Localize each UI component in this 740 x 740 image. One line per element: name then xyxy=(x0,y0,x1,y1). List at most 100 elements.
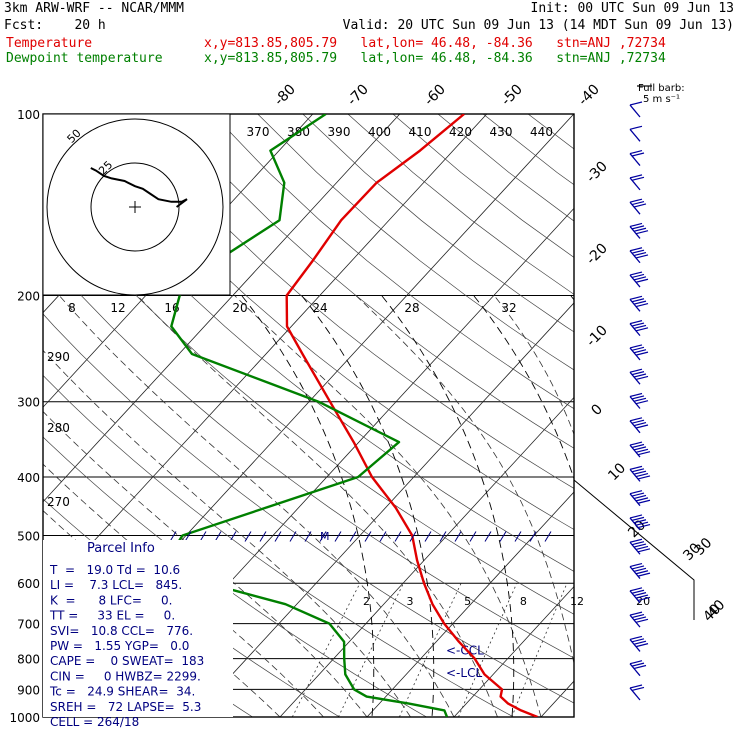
barb-flag xyxy=(633,397,647,402)
speed-arc xyxy=(662,296,740,717)
barb-flag xyxy=(629,587,643,592)
init-time: Init: 00 UTC Sun 09 Jun 13 xyxy=(530,1,735,16)
corner-line xyxy=(573,479,695,620)
barb-flag xyxy=(637,523,651,529)
barb-flag xyxy=(629,562,643,568)
level-wind-tick xyxy=(349,531,357,542)
barb-flag xyxy=(633,203,647,208)
isotherm-line xyxy=(43,114,401,503)
wind-barb xyxy=(629,538,651,555)
barb-flag xyxy=(637,548,651,553)
isotherm-line xyxy=(540,680,574,717)
barb-flag xyxy=(629,222,643,228)
level-wind-tick xyxy=(529,531,537,542)
barb-flag xyxy=(633,276,647,281)
barb-flag xyxy=(629,392,643,398)
moist-adiabat-line xyxy=(715,296,723,718)
level-wind-tick xyxy=(319,531,327,542)
wind-barb xyxy=(629,417,649,434)
parcel-info-row: T = 19.0 Td = 10.6 xyxy=(49,563,180,577)
barb-flag xyxy=(631,443,645,449)
barb-flag xyxy=(633,422,647,427)
barb-flag xyxy=(637,572,651,577)
barb-flag xyxy=(629,684,643,689)
parcel-info-title: Parcel Info xyxy=(87,541,155,556)
speed-arc xyxy=(381,295,515,717)
moist-adiabat-line xyxy=(58,295,455,717)
wind-barb xyxy=(629,635,649,652)
dry-adiabat-line xyxy=(437,114,574,222)
barb-flag xyxy=(633,251,647,257)
moist-adiabat-line xyxy=(234,295,542,717)
level-wind-tick xyxy=(379,531,387,542)
barb-flag xyxy=(629,320,643,325)
barb-flag xyxy=(633,664,647,670)
plot-border xyxy=(42,113,575,718)
barb-flag xyxy=(631,492,645,497)
isotherm-tick-label: -70 xyxy=(344,81,371,108)
barb-flag xyxy=(631,371,645,376)
level-wind-tick xyxy=(439,531,447,542)
barb-flag xyxy=(631,225,645,230)
pressure-tick-label: 700 xyxy=(17,618,40,632)
speed-ring-label: 32 xyxy=(501,301,516,315)
barb-flag xyxy=(629,368,643,373)
dry-adiabat-line xyxy=(77,114,574,530)
isotherm-line xyxy=(703,101,740,730)
barb-flag xyxy=(629,344,643,349)
pressure-tick-label: 1000 xyxy=(9,711,40,725)
barb-flag xyxy=(633,592,647,597)
barb-flag xyxy=(631,686,645,691)
dry-adiabat-line xyxy=(392,114,574,258)
barb-flag xyxy=(635,448,649,453)
moist-adiabat-line xyxy=(43,349,411,717)
parcel-info-row: K = 8 LFC= 0. xyxy=(50,593,172,607)
wind-barb xyxy=(629,295,649,312)
isotherm-tick-label: 10 xyxy=(605,460,629,484)
theta-e-label: 420 xyxy=(449,125,472,139)
dry-adiabat-line xyxy=(257,114,574,371)
dry-adiabat-line xyxy=(43,189,574,615)
dry-adiabat-label: 290 xyxy=(47,350,70,364)
barb-staff xyxy=(629,177,641,191)
parcel-info-row: SVI= 10.8 CCL= 776. xyxy=(50,624,193,638)
moist-adiabat-line xyxy=(621,296,671,718)
barb-flag xyxy=(629,611,643,616)
barb-key-title: Full barb: xyxy=(638,83,685,94)
barb-flag xyxy=(629,635,643,640)
barb-staff xyxy=(629,250,641,264)
pressure-tick-label: 200 xyxy=(17,290,40,304)
theta-e-label: 400 xyxy=(368,125,391,139)
level-wind-tick xyxy=(499,531,507,542)
barb-flag xyxy=(635,643,649,648)
parcel-info-row: TT = 33 EL = 0. xyxy=(49,609,175,623)
isotherm-tick-label: -20 xyxy=(583,240,610,267)
theta-e-label: 410 xyxy=(409,125,432,139)
speed-arc xyxy=(241,295,375,717)
level-wind-tick xyxy=(484,531,492,542)
barb-flag xyxy=(633,470,647,475)
valid-time: Valid: 20 UTC Sun 09 Jun 13 (14 MDT Sun … xyxy=(342,18,734,33)
hodograph-ring xyxy=(90,162,180,252)
barb-staff xyxy=(629,614,641,628)
isotherm-line xyxy=(43,114,488,597)
parcel-info-row: SREH = 72 LAPSE= 5.3 xyxy=(50,700,201,714)
theta-e-label: 370 xyxy=(247,125,270,139)
speed-ring-label: 12 xyxy=(110,301,125,315)
isotherm-tick-label: -10 xyxy=(583,322,610,349)
barb-flag xyxy=(635,400,649,405)
barb-flag xyxy=(633,543,647,548)
isotherm-tick-label: 0 xyxy=(588,401,606,419)
wind-barb xyxy=(629,684,645,701)
isotherm-line xyxy=(279,396,574,717)
temperature-legend: Temperature xyxy=(6,36,93,51)
dewpoint-legend: Dewpoint temperature xyxy=(6,51,163,66)
forecast-hour: Fcst: 20 h xyxy=(4,18,106,33)
barb-flag xyxy=(631,249,645,254)
barb-flag xyxy=(635,594,649,599)
wind-barb xyxy=(629,198,647,215)
barb-flag xyxy=(635,278,649,283)
barb-flag xyxy=(637,596,651,602)
barb-flag xyxy=(633,567,647,572)
